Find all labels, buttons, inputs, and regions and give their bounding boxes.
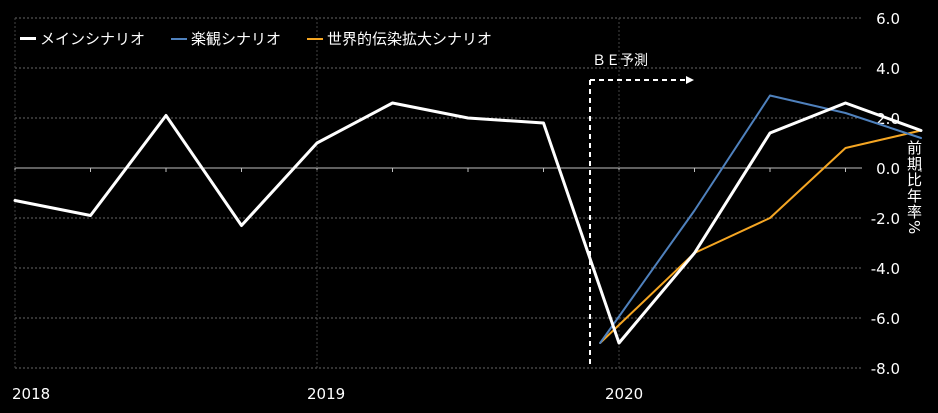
y-tick-label: 6.0 (876, 10, 900, 28)
forecast-label: ＢＥ予測 (592, 53, 648, 69)
gridlines (15, 17, 862, 369)
legend: メインシナリオ 楽観シナリオ 世界的伝染拡大シナリオ (20, 28, 492, 49)
legend-label-optimistic: 楽観シナリオ (191, 30, 282, 48)
legend-label-pandemic: 世界的伝染拡大シナリオ (327, 30, 493, 48)
y-tick-label: -2.0 (871, 210, 900, 228)
y-axis: 6.04.02.00.0-2.0-4.0-6.0-8.0 (871, 10, 900, 378)
series-lines (13, 94, 923, 345)
y-tick-label: 4.0 (876, 60, 900, 78)
legend-swatch-optimistic (171, 37, 188, 40)
y-tick-label: 0.0 (876, 160, 900, 178)
legend-swatch-pandemic (307, 37, 324, 40)
series-line-2 (599, 129, 922, 344)
legend-item-optimistic: 楽観シナリオ (171, 28, 281, 49)
y-tick-label: -6.0 (871, 310, 900, 328)
legend-swatch-main (20, 37, 36, 40)
series-line-1 (599, 94, 922, 344)
y-tick-label: -8.0 (871, 360, 900, 378)
x-tick-label: 2020 (605, 385, 643, 403)
series-line-0 (13, 101, 923, 345)
y-tick-label: -4.0 (871, 260, 900, 278)
x-axis: 2018 2019 2020 (12, 18, 922, 403)
x-tick-label: 2018 (12, 385, 50, 403)
legend-item-pandemic: 世界的伝染拡大シナリオ (307, 28, 492, 49)
forecast-arrow-head (686, 76, 694, 84)
legend-label-main: メインシナリオ (40, 30, 146, 48)
y-axis-label: 前期比年率% (905, 140, 923, 236)
forecast-marker: ＢＥ予測 (589, 53, 694, 368)
legend-item-main: メインシナリオ (20, 28, 145, 49)
x-tick-label: 2019 (307, 385, 345, 403)
